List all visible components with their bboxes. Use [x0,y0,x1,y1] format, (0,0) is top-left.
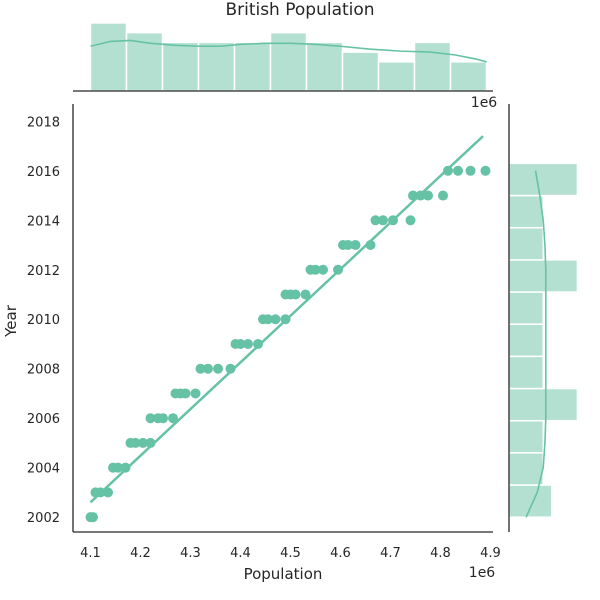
y-tick-label: 2016 [27,165,60,180]
x-tick-label: 4.1 [80,546,101,561]
x-tick-label: 4.8 [430,546,451,561]
data-point [370,215,381,226]
y-tick-label: 2008 [27,363,60,378]
y-tick-label: 2006 [27,412,60,427]
x-tick-label: 4.6 [330,546,351,561]
y-hist-bar [508,259,579,293]
data-point [480,165,491,176]
data-point [378,215,388,226]
x-tick-label: 4.7 [380,546,401,561]
x-tick-label: 4.5 [280,546,301,561]
y-hist-bar [508,323,544,358]
x-hist-bar [341,51,380,92]
x-hist-bar [377,61,416,92]
data-point [113,462,123,473]
x-offset-label-bottom: 1e6 [469,565,496,581]
x-axis-label: Population [244,565,323,583]
data-point [405,215,416,226]
data-point [253,338,263,349]
y-hist-bar [508,162,579,197]
data-point [120,462,131,473]
y-hist-bar [508,194,544,229]
y-hist-bar [508,452,544,486]
y-hist-bar [508,484,553,518]
data-point [263,314,273,325]
data-point [225,363,236,374]
x-hist-bar [161,41,200,92]
y-hist-bar [508,355,544,390]
data-point [213,363,223,374]
y-hist-bar [508,387,579,422]
x-hist-bar [305,41,344,92]
x-kde-curve [90,39,487,63]
y-axis-label: Year [2,304,20,338]
y-tick-label: 2004 [27,462,60,477]
data-point [180,388,191,399]
y-tick-label: 2014 [27,214,60,229]
data-point [350,240,361,251]
data-point [443,165,453,176]
x-hist-bar [413,41,452,92]
scatter-points [85,165,491,523]
x-hist-bar [449,61,488,92]
y-marginal-histogram [508,104,579,532]
data-point [190,388,201,399]
data-point [243,338,253,349]
y-tick-label: 2002 [27,511,60,526]
data-point [130,437,141,448]
data-point [453,165,463,176]
x-marginal-histogram [73,22,493,92]
regression-line [89,135,484,504]
x-hist-bar [89,22,128,92]
data-point [290,289,301,300]
x-tick-label: 4.9 [480,546,501,561]
data-point [138,437,148,448]
data-point [145,413,156,424]
data-point [88,512,98,523]
chart-title: British Population [225,0,374,20]
data-point [168,413,178,424]
y-kde-curve [525,170,547,518]
y-hist-bar [508,291,544,325]
data-point [270,314,281,325]
main-axes [72,104,493,533]
x-tick-label: 4.4 [230,546,251,561]
y-tick-label: 2010 [27,313,60,328]
data-point [195,363,206,374]
x-hist-bar [233,41,272,92]
data-point [465,165,476,176]
x-offset-label-top: 1e6 [471,95,498,111]
x-hist-bar [197,41,236,92]
data-point [438,190,448,201]
data-point [310,264,321,275]
x-hist-bar [269,31,308,92]
y-axis-ticks: 2002 2004 2006 2008 2010 2012 2014 2016 2018 [27,115,60,526]
data-point [318,264,328,275]
data-point [158,413,168,424]
x-axis-ticks: 4.1 4.2 4.3 4.4 4.5 4.6 4.7 4.8 4.9 [80,546,501,561]
data-point [300,289,311,300]
y-tick-label: 2018 [27,115,60,130]
y-tick-label: 2012 [27,264,60,279]
data-point [203,363,213,374]
data-point [235,338,246,349]
x-tick-label: 4.2 [130,546,151,561]
data-point [343,240,353,251]
y-hist-bar [508,419,544,454]
data-point [423,190,433,201]
x-tick-label: 4.3 [180,546,201,561]
y-hist-bar [508,226,544,261]
